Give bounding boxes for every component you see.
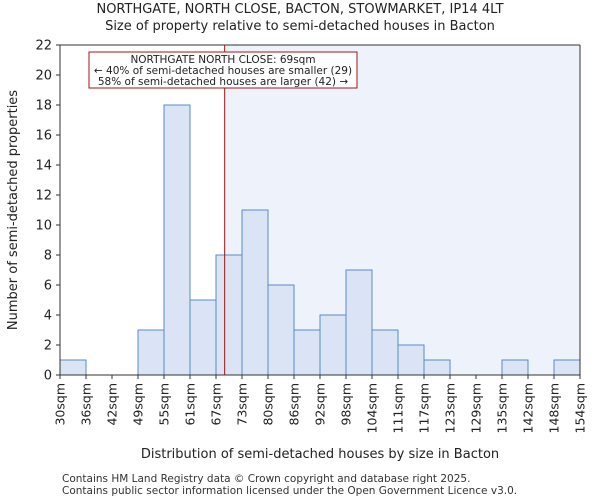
histogram-bar xyxy=(345,269,373,376)
x-tick-label: 104sqm xyxy=(365,383,380,433)
histogram-bar xyxy=(163,104,191,376)
y-tick-label: 0 xyxy=(44,369,52,384)
x-tick-label: 42sqm xyxy=(105,383,120,426)
x-tick-label: 154sqm xyxy=(573,383,588,433)
histogram-bar xyxy=(241,209,269,376)
x-tick-label: 129sqm xyxy=(469,383,484,433)
footer-copyright: Contains HM Land Registry data © Crown c… xyxy=(62,473,471,485)
y-tick-label: 20 xyxy=(35,69,52,84)
y-tick-label: 18 xyxy=(35,99,52,114)
x-tick-label: 117sqm xyxy=(417,383,432,433)
histogram-bar xyxy=(59,359,87,376)
footer-licence: Contains public sector information licen… xyxy=(62,485,518,497)
x-tick-label: 123sqm xyxy=(443,383,458,433)
histogram-bar xyxy=(267,284,295,376)
histogram-bar xyxy=(293,329,321,376)
annotation-box: NORTHGATE NORTH CLOSE: 69sqm ← 40% of se… xyxy=(88,51,358,89)
x-tick-label: 86sqm xyxy=(287,383,302,426)
y-tick-label: 16 xyxy=(35,129,52,144)
y-tick-label: 10 xyxy=(35,219,52,234)
x-tick-label: 61sqm xyxy=(183,383,198,426)
histogram-bar xyxy=(371,329,399,376)
y-tick-label: 2 xyxy=(44,339,52,354)
x-tick-label: 80sqm xyxy=(261,383,276,426)
annotation-line3: 58% of semi-detached houses are larger (… xyxy=(98,76,349,88)
chart-title-line1: NORTHGATE, NORTH CLOSE, BACTON, STOWMARK… xyxy=(96,2,504,17)
y-axis-label: Number of semi-detached properties xyxy=(6,90,21,330)
x-tick-label: 111sqm xyxy=(391,383,406,433)
x-tick-label: 142sqm xyxy=(521,383,536,433)
annotation-line1: NORTHGATE NORTH CLOSE: 69sqm xyxy=(130,54,315,66)
x-tick-label: 30sqm xyxy=(53,383,68,426)
y-tick-label: 8 xyxy=(44,249,52,264)
x-tick-label: 98sqm xyxy=(339,383,354,426)
histogram-bar xyxy=(553,359,581,376)
chart-title-line2: Size of property relative to semi-detach… xyxy=(105,19,495,34)
x-tick-label: 148sqm xyxy=(547,383,562,433)
histogram-bar xyxy=(423,359,451,376)
x-tick-label: 36sqm xyxy=(79,383,94,426)
histogram-bar xyxy=(215,254,243,376)
histogram-bar xyxy=(397,344,425,376)
y-tick-label: 14 xyxy=(35,159,52,174)
histogram-bar xyxy=(501,359,529,376)
x-tick-label: 49sqm xyxy=(131,383,146,426)
x-tick-label: 135sqm xyxy=(495,383,510,433)
x-tick-label: 92sqm xyxy=(313,383,328,426)
annotation-border xyxy=(88,51,358,89)
annotation-line2: ← 40% of semi-detached houses are smalle… xyxy=(94,65,352,77)
histogram-bar xyxy=(137,329,165,376)
y-tick-label: 22 xyxy=(35,39,52,54)
x-tick-label: 55sqm xyxy=(157,383,172,426)
y-tick-label: 4 xyxy=(44,309,52,324)
histogram-bar xyxy=(319,314,347,376)
y-tick-label: 6 xyxy=(44,279,52,294)
histogram-bar xyxy=(189,299,217,376)
x-tick-label: 73sqm xyxy=(235,383,250,426)
x-axis-label: Distribution of semi-detached houses by … xyxy=(141,447,499,462)
x-tick-label: 67sqm xyxy=(209,383,224,426)
y-tick-label: 12 xyxy=(35,189,52,204)
